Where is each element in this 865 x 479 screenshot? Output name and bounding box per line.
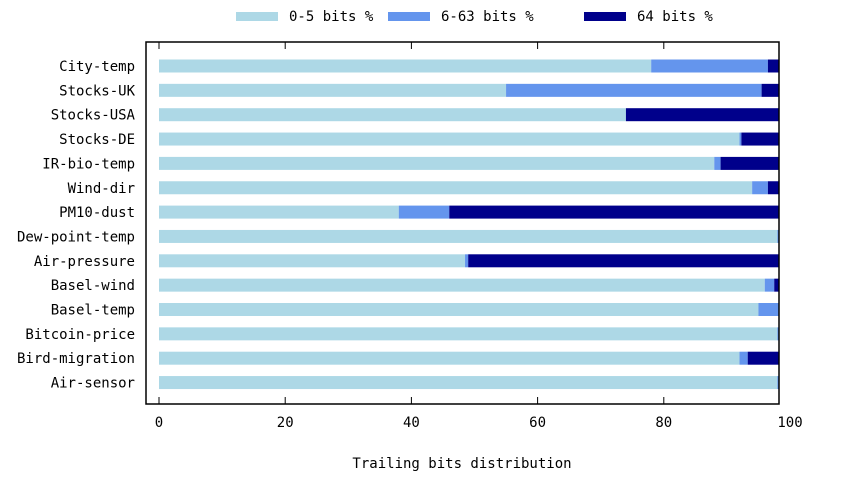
bar-city-temp-6-63-bits xyxy=(651,59,768,73)
x-tick-label-20: 20 xyxy=(277,415,294,431)
y-tick-label-city-temp: City-temp xyxy=(59,59,135,75)
bar-basel-wind-6-63-bits xyxy=(764,278,775,292)
bar-ir-bio-temp-6-63-bits xyxy=(714,156,721,170)
bar-city-temp-64-bits xyxy=(767,59,779,73)
y-tick-labels: City-temp Stocks-UK Stocks-USA Stocks-DE IR-… xyxy=(17,59,136,392)
legend: 0-5 bits % 6-63 bits % 64 bits % xyxy=(236,9,713,25)
bar-stocks-de-6-63-bits xyxy=(739,132,742,146)
bar-stocks-usa-64-bits xyxy=(625,108,779,122)
legend-label-0-5-bits: 0-5 bits % xyxy=(289,9,374,25)
bar-wind-dir-64-bits xyxy=(767,181,779,195)
x-axis-label: Trailing bits distribution xyxy=(352,456,571,472)
y-tick-label-stocks-usa: Stocks-USA xyxy=(51,108,136,124)
bar-city-temp-0-5-bits xyxy=(159,59,652,73)
y-tick-label-bird-migration: Bird-migration xyxy=(17,351,135,367)
bars xyxy=(159,59,779,390)
bar-pm10-dust-6-63-bits xyxy=(398,205,450,219)
legend-swatch-64-bits xyxy=(584,12,626,21)
y-tick-label-bitcoin-price: Bitcoin-price xyxy=(25,327,135,343)
bar-air-sensor-6-63-bits xyxy=(777,376,779,390)
bar-basel-wind-0-5-bits xyxy=(159,278,765,292)
x-tick-label-0: 0 xyxy=(155,415,163,431)
bar-pm10-dust-0-5-bits xyxy=(159,205,399,219)
bar-stocks-de-64-bits xyxy=(741,132,779,146)
x-tick-label-60: 60 xyxy=(529,415,546,431)
bar-wind-dir-6-63-bits xyxy=(752,181,768,195)
bar-bird-migration-6-63-bits xyxy=(739,351,748,365)
bar-basel-wind-64-bits xyxy=(774,278,779,292)
bar-wind-dir-0-5-bits xyxy=(159,181,753,195)
x-tick-label-80: 80 xyxy=(655,415,672,431)
legend-swatch-0-5-bits xyxy=(236,12,278,21)
bar-ir-bio-temp-0-5-bits xyxy=(159,156,715,170)
bar-stocks-uk-6-63-bits xyxy=(506,83,762,97)
bar-stocks-uk-0-5-bits xyxy=(159,83,507,97)
bar-bird-migration-64-bits xyxy=(747,351,779,365)
bar-dew-point-temp-6-63-bits xyxy=(777,229,779,243)
x-tick-label-40: 40 xyxy=(403,415,420,431)
y-tick-label-pm10-dust: PM10-dust xyxy=(59,205,135,221)
y-tick-label-stocks-uk: Stocks-UK xyxy=(59,83,135,99)
y-tick-label-air-sensor: Air-sensor xyxy=(51,376,135,392)
bar-bitcoin-price-0-5-bits xyxy=(159,327,778,341)
y-tick-label-basel-temp: Basel-temp xyxy=(51,303,135,319)
y-tick-label-air-pressure: Air-pressure xyxy=(34,254,135,270)
bar-pm10-dust-64-bits xyxy=(449,205,779,219)
legend-swatch-6-63-bits xyxy=(388,12,430,21)
legend-label-6-63-bits: 6-63 bits % xyxy=(441,9,534,25)
y-tick-label-ir-bio-temp: IR-bio-temp xyxy=(42,156,135,172)
y-tick-label-stocks-de: Stocks-DE xyxy=(59,132,135,148)
y-tick-label-basel-wind: Basel-wind xyxy=(51,278,135,294)
bar-air-sensor-0-5-bits xyxy=(159,376,778,390)
bar-basel-temp-0-5-bits xyxy=(159,303,759,316)
plot-frame xyxy=(145,41,780,405)
y-tick-label-wind-dir: Wind-dir xyxy=(68,181,135,197)
bar-bitcoin-price-6-63-bits xyxy=(777,327,779,341)
bar-dew-point-temp-0-5-bits xyxy=(159,229,778,243)
bar-stocks-uk-64-bits xyxy=(761,83,779,97)
x-ticks: 0 20 40 60 80 100 xyxy=(155,42,803,431)
x-tick-label-100: 100 xyxy=(777,415,802,431)
bar-air-pressure-0-5-bits xyxy=(159,254,466,268)
bar-stocks-usa-0-5-bits xyxy=(159,108,626,122)
bar-air-pressure-6-63-bits xyxy=(465,254,469,268)
y-tick-label-dew-point-temp: Dew-point-temp xyxy=(17,229,135,245)
bar-air-pressure-64-bits xyxy=(468,254,779,268)
legend-label-64-bits: 64 bits % xyxy=(637,9,713,25)
bar-stocks-de-0-5-bits xyxy=(159,132,740,146)
bar-ir-bio-temp-64-bits xyxy=(720,156,779,170)
bar-basel-temp-6-63-bits xyxy=(758,303,779,316)
bar-bird-migration-0-5-bits xyxy=(159,351,740,365)
